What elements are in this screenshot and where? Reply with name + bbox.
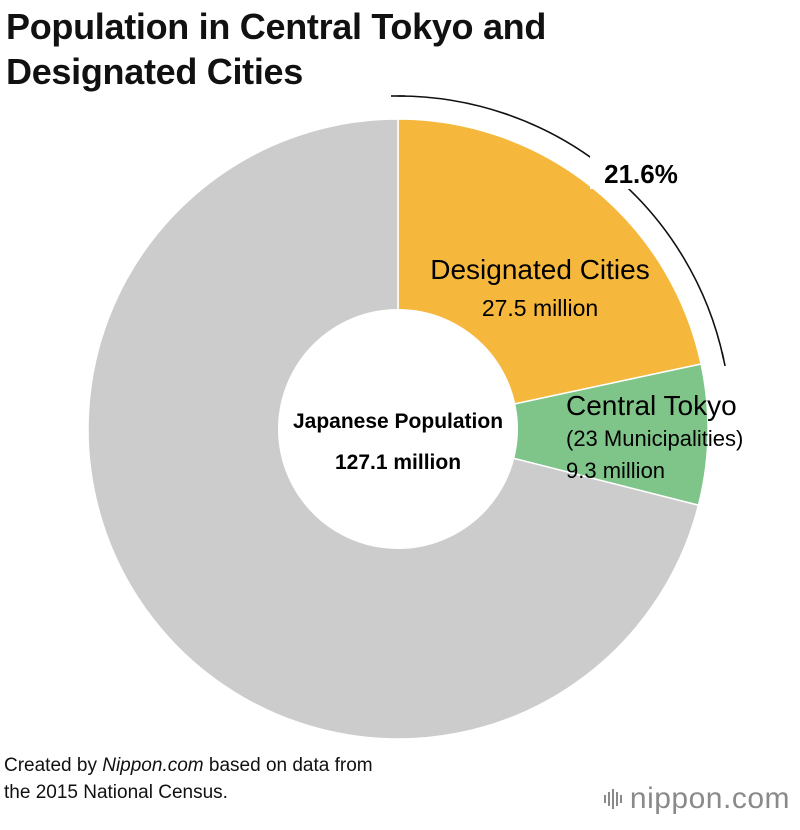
percentage-annotation: 21.6% bbox=[604, 159, 678, 189]
slice-value-central-tokyo: 9.3 million bbox=[566, 458, 665, 483]
source-note: Created by Nippon.com based on data from… bbox=[4, 752, 373, 806]
center-label: Japanese Population bbox=[293, 410, 503, 433]
sound-bars-icon bbox=[603, 789, 622, 809]
logo-text-dot: .com bbox=[722, 782, 790, 815]
bracket-end-cap bbox=[721, 352, 726, 367]
source-brand: Nippon.com bbox=[102, 755, 204, 776]
slice-central-tokyo bbox=[397, 363, 709, 507]
logo-text-main: nippon bbox=[629, 782, 723, 815]
logo-text: nippon.com bbox=[630, 782, 790, 816]
nippon-logo: nippon.com bbox=[603, 782, 790, 816]
slice-sublabel-central-tokyo: (23 Municipalities) bbox=[566, 426, 743, 451]
slice-label-designated-cities: Designated Cities bbox=[430, 254, 649, 285]
center-value: 127.1 million bbox=[335, 451, 461, 474]
source-note-line-1: Created by Nippon.com based on data from bbox=[4, 752, 373, 779]
chart-title-line-2: Designated Cities bbox=[6, 51, 303, 92]
source-prefix: Created by bbox=[4, 755, 103, 776]
chart-title: Population in Central Tokyo and Designat… bbox=[6, 4, 766, 94]
source-suffix: based on data from bbox=[203, 755, 373, 776]
annotation-backdrop bbox=[590, 155, 688, 189]
source-note-line-2: the 2015 National Census. bbox=[4, 782, 228, 803]
chart-title-line-1: Population in Central Tokyo and bbox=[6, 6, 547, 47]
slice-value-designated-cities: 27.5 million bbox=[482, 295, 598, 321]
donut-chart: 21.6% Japanese Population 127.1 million … bbox=[87, 95, 743, 740]
slice-label-central-tokyo: Central Tokyo bbox=[566, 390, 737, 421]
donut-hole bbox=[278, 309, 518, 549]
